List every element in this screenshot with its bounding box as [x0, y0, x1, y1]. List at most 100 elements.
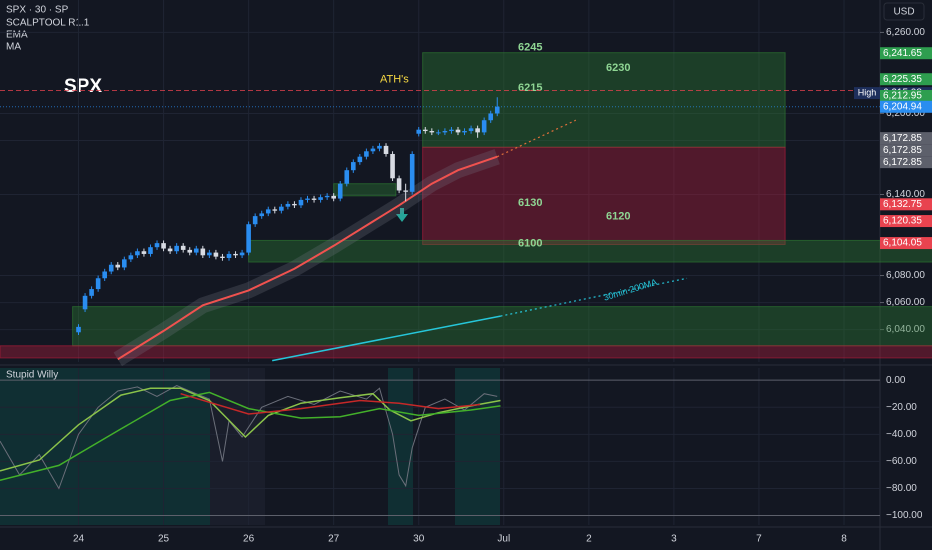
candle-body — [207, 252, 212, 256]
candle-body — [115, 264, 121, 268]
price-tag-label: 6,225.35 — [883, 74, 922, 85]
high-tag — [854, 87, 880, 100]
candle-body — [213, 252, 219, 257]
currency[interactable]: USD — [893, 7, 914, 18]
candle-body — [429, 131, 435, 133]
candle-body — [141, 251, 147, 254]
price-tag — [880, 237, 932, 250]
price-tag — [880, 198, 932, 211]
y-tick-label: 0.00 — [886, 375, 906, 386]
x-tick-label: 7 — [756, 534, 762, 545]
candle-body — [102, 271, 107, 279]
candle-body — [396, 178, 402, 191]
y-tick-label: −20.00 — [886, 402, 917, 413]
candle-body — [89, 289, 94, 296]
candle-body — [475, 128, 480, 133]
candle-body — [383, 145, 389, 154]
candle-body — [318, 197, 323, 200]
candle-body — [436, 132, 441, 134]
candle-body — [95, 278, 101, 290]
price-tag-label: 6,204.94 — [883, 101, 922, 112]
candle-body — [364, 151, 369, 157]
candle-body — [76, 326, 81, 333]
candle-body — [331, 195, 336, 199]
oscillator-title: Stupid Willy — [6, 370, 58, 381]
candle-body — [292, 203, 297, 206]
oscillator-background — [0, 368, 500, 525]
candle-body — [252, 216, 258, 225]
candle-body — [494, 106, 500, 114]
candle-body — [272, 209, 278, 211]
x-tick-label: 26 — [243, 534, 255, 545]
y-tick-label: −80.00 — [886, 483, 917, 494]
candle-body — [161, 243, 166, 249]
ma200-projection — [500, 277, 688, 317]
chart-title: SPX · 30 · SP — [6, 5, 69, 16]
candle-body — [135, 251, 140, 256]
level-label: 6130 — [518, 197, 542, 209]
y-tick-label: 6,040.00 — [886, 324, 925, 335]
indicator-name: MA — [6, 42, 21, 53]
x-tick-label: 30 — [413, 534, 425, 545]
candle-body — [455, 129, 461, 133]
candle-body — [193, 248, 199, 253]
price-tag — [880, 132, 932, 145]
x-tick-label: 24 — [73, 534, 85, 545]
candle-body — [370, 148, 376, 152]
x-tick-label: Jul — [497, 534, 510, 545]
candle-body — [390, 153, 395, 179]
price-tag-label: 6,172.85 — [883, 133, 922, 144]
zone — [0, 345, 932, 359]
candle-body — [377, 145, 382, 149]
candle-body — [226, 253, 232, 258]
level-label: 6215 — [518, 82, 542, 94]
candle-body — [220, 256, 225, 258]
y-tick-label: 6,080.00 — [886, 270, 925, 281]
candle-body — [442, 131, 448, 133]
currency-box[interactable] — [883, 2, 925, 21]
price-tag — [880, 100, 932, 113]
candle-body — [488, 113, 494, 121]
candle-body — [108, 264, 114, 272]
x-tick-label: 8 — [841, 534, 847, 545]
price-tag-label: 6,241.65 — [883, 48, 922, 59]
candle-body — [233, 253, 238, 256]
price-tag-label: 6,132.75 — [883, 199, 922, 210]
oscillator-line — [0, 391, 501, 482]
zone — [422, 146, 786, 245]
ema-line — [117, 155, 498, 361]
oscillator-line — [0, 387, 501, 472]
candle-body — [180, 245, 186, 250]
candle-body — [357, 156, 363, 163]
candle-body — [311, 198, 317, 200]
price-tag-label: 6,172.85 — [883, 157, 922, 168]
candle-body — [449, 129, 454, 132]
x-tick-label: 3 — [671, 534, 677, 545]
price-tag — [880, 215, 932, 228]
price-tag-label: 6,212.95 — [883, 91, 922, 102]
ma200-line — [272, 315, 501, 362]
candle-body — [468, 128, 474, 132]
zone — [422, 52, 786, 148]
candle-body — [148, 247, 153, 254]
candle-body — [337, 183, 343, 199]
candle-body — [416, 129, 422, 134]
y-tick-label: −100.00 — [886, 510, 923, 521]
osc-shade — [210, 368, 265, 525]
level-label: 6230 — [606, 62, 630, 74]
x-tick-label: 2 — [586, 534, 592, 545]
candle-body — [122, 259, 127, 268]
signal-arrow — [396, 208, 408, 222]
candle-body — [462, 131, 467, 133]
candle-body — [128, 255, 134, 260]
indicator-name: SCALPTOOL R1.1 — [6, 18, 90, 29]
candle-body — [409, 153, 415, 192]
candle-body — [422, 129, 428, 132]
candle-body — [481, 120, 487, 133]
level-label: 6120 — [606, 210, 630, 222]
price-tag — [880, 47, 932, 60]
y-tick-label: 6,060.00 — [886, 297, 925, 308]
candle-body — [324, 195, 330, 198]
osc-shade — [455, 368, 500, 525]
